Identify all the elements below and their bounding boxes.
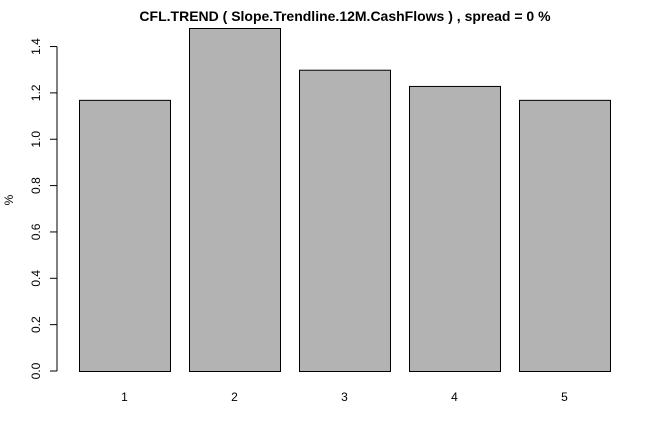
x-tick-label: 2 [231,390,238,404]
x-tick-label: 5 [561,390,568,404]
x-axis: 1 2 3 4 5 [121,390,568,404]
y-tick-label: 0.0 [29,362,43,379]
y-tick-label: 0.6 [29,223,43,240]
bars-group [79,28,611,373]
y-axis-label: % [2,194,16,205]
bar-3 [299,69,391,372]
y-tick-label: 0.2 [29,316,43,333]
bar-4 [409,85,501,373]
bar-1 [79,99,171,372]
y-axis: 0.0 0.2 0.4 0.6 0.8 1.0 1.2 1.4 [29,38,58,379]
bar-5 [519,99,611,372]
x-tick-label: 1 [121,390,128,404]
bar-2 [189,28,281,372]
y-tick-label: 0.4 [29,270,43,287]
y-tick-label: 1.2 [29,84,43,101]
x-tick-label: 3 [341,390,348,404]
y-tick-label: 0.8 [29,177,43,194]
y-tick-label: 1.0 [29,131,43,148]
y-tick-label: 1.4 [29,38,43,55]
x-tick-label: 4 [451,390,458,404]
chart-title: CFL.TREND ( Slope.Trendline.12M.CashFlow… [139,8,551,24]
